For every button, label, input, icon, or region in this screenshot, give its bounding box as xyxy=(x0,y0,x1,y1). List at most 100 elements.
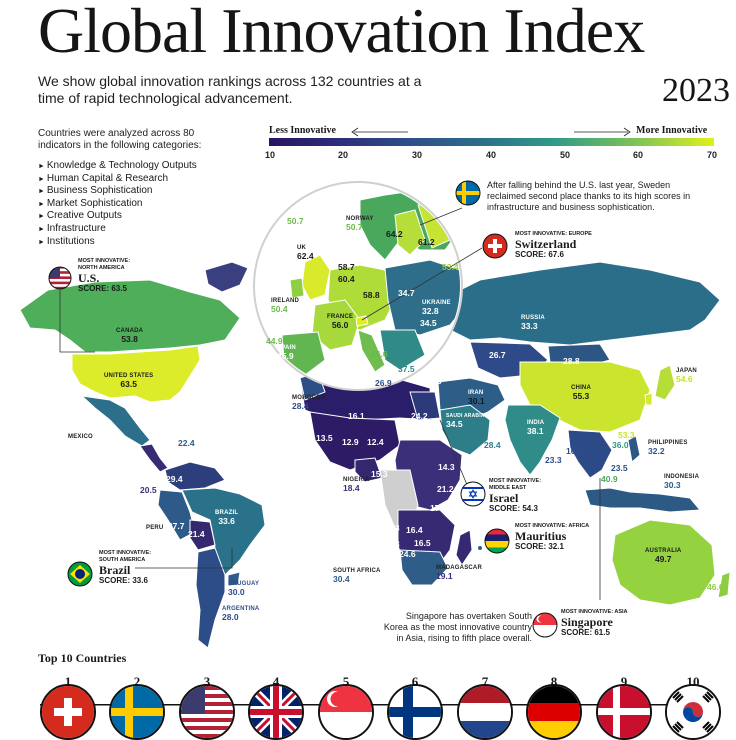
mauritius-flag-icon xyxy=(484,528,510,554)
map-label-morocco: MOROCCO 28.4 xyxy=(292,395,326,411)
map-score: 50.7 xyxy=(287,216,304,226)
map-score: 58.8 xyxy=(363,290,380,300)
map-score: 12.9 xyxy=(342,437,359,447)
map-label-nigeria: NIGERIA 18.4 xyxy=(343,477,370,493)
balkans-shape xyxy=(379,329,426,371)
usa-shape xyxy=(71,345,201,403)
map-label-uruguay: URUGUAY 30.0 xyxy=(228,581,260,597)
rank-number: 2 xyxy=(133,674,141,689)
singapore-flag-icon xyxy=(532,612,558,638)
rank-number: 9 xyxy=(620,674,628,689)
map-label-japan: JAPAN 54.6 xyxy=(676,368,697,384)
map-label-brazil: BRAZIL 33.6 xyxy=(215,510,239,526)
madagascar-shape xyxy=(455,529,473,566)
map-label-france: FRANCE 56.0 xyxy=(327,314,354,330)
map-score: 24.2 xyxy=(411,411,428,421)
map-score: 28.4 xyxy=(484,440,501,450)
sweden-note: After falling behind the U.S. last year,… xyxy=(487,180,691,212)
map-score: 16.5 xyxy=(414,538,431,548)
israel-callout: MOST INNOVATIVE: MIDDLE EAST Israel SCOR… xyxy=(489,478,542,513)
denmark-flag-icon xyxy=(596,684,652,740)
category-item: Institutions xyxy=(38,236,197,249)
rank-number: 8 xyxy=(550,674,558,689)
year-label: 2023 xyxy=(662,72,730,109)
singapore-callout: MOST INNOVATIVE: ASIA Singapore SCORE: 6… xyxy=(561,609,628,637)
uk-flag-icon xyxy=(248,684,304,740)
map-score: 40.9 xyxy=(601,474,618,484)
singapore-flag-icon xyxy=(318,684,374,740)
map-score: 46.6 xyxy=(707,582,724,592)
rank-number: 1 xyxy=(64,674,72,689)
south-america-north-shape xyxy=(164,461,226,491)
map-label-argentina: ARGENTINA 28.0 xyxy=(222,606,260,622)
sweden-flag-icon xyxy=(455,180,481,206)
map-score: 21.8 xyxy=(383,539,400,549)
map-label-iran: IRAN 30.1 xyxy=(468,390,485,406)
brazil-flag-icon xyxy=(67,561,93,587)
category-list: Knowledge & Technology Outputs Human Cap… xyxy=(38,160,197,248)
india-shape xyxy=(504,404,561,476)
brazil-leader-line xyxy=(135,548,233,569)
map-label-saudi-arabia: SAUDI ARABIA 34.5 xyxy=(446,413,485,429)
map-score: 37.5 xyxy=(398,364,415,374)
us-flag-icon xyxy=(179,684,235,740)
nigeria-shape xyxy=(354,457,383,483)
ireland-shape xyxy=(289,277,305,299)
map-score: 23.3 xyxy=(545,455,562,465)
map-score: 13.5 xyxy=(316,433,333,443)
scale-tick: 30 xyxy=(411,150,423,160)
central-america-shape xyxy=(139,443,169,473)
scale-tick: 10 xyxy=(264,150,276,160)
us-callout: MOST INNOVATIVE: NORTH AMERICA U.S. SCOR… xyxy=(78,258,131,293)
saudi-arabia-shape xyxy=(439,404,491,456)
rank-number: 3 xyxy=(203,674,211,689)
switzerland-flag-icon xyxy=(40,684,96,740)
color-scale-bar xyxy=(269,138,714,146)
sweden-shape xyxy=(394,209,426,256)
scale-tick: 50 xyxy=(559,150,571,160)
bolivia-shape xyxy=(189,519,216,551)
rank-number: 4 xyxy=(272,674,280,689)
map-label-usa: UNITED STATES 63.5 xyxy=(104,373,154,389)
map-score: 20.5 xyxy=(140,485,157,495)
map-score: 64.2 xyxy=(386,229,403,239)
rank-number: 5 xyxy=(342,674,350,689)
canada-shape xyxy=(19,279,241,353)
south-africa-shape xyxy=(399,549,449,586)
west-africa-shape xyxy=(309,411,401,471)
mauritius-dot xyxy=(478,546,482,550)
top10-title: Top 10 Countries xyxy=(38,651,127,665)
map-score: 53.3 xyxy=(618,430,635,440)
map-label-india: INDIA 38.1 xyxy=(527,420,545,436)
rank-number: 6 xyxy=(411,674,419,689)
sweden-leader-line xyxy=(419,207,463,226)
rank-number: 7 xyxy=(481,674,489,689)
indonesia-shape xyxy=(584,487,702,513)
japan-shape xyxy=(654,364,676,401)
map-score: 23.5 xyxy=(611,463,628,473)
map-score: 28.8 xyxy=(563,356,580,366)
map-score: 61.2 xyxy=(418,237,435,247)
switzerland-leader-line xyxy=(361,247,483,321)
map-score: 36.0 xyxy=(612,440,629,450)
russia-shape xyxy=(439,261,721,346)
left-arrow-icon xyxy=(351,127,408,137)
map-label-uk: UK 62.4 xyxy=(297,245,314,261)
category-item: Infrastructure xyxy=(38,223,197,236)
right-arrow-icon xyxy=(574,127,631,137)
map-label-russia: RUSSIA 33.3 xyxy=(521,315,545,331)
map-score: 24.6 xyxy=(399,549,416,559)
map-label-indonesia: INDONESIA 30.3 xyxy=(664,474,700,490)
italy-shape xyxy=(357,329,386,373)
sweden-flag-icon xyxy=(109,684,165,740)
israel-leader-line xyxy=(439,419,471,493)
greenland-shape xyxy=(204,261,249,293)
map-score: 12.4 xyxy=(367,437,384,447)
map-score: 58.7 xyxy=(338,262,355,272)
switzerland-callout: MOST INNOVATIVE: EUROPE Switzerland SCOR… xyxy=(515,231,592,259)
scale-tick: 70 xyxy=(706,150,718,160)
map-score: 14.3 xyxy=(438,462,455,472)
map-label-madagascar: MADAGASCAR 19.1 xyxy=(436,565,482,581)
map-score: 16.1 xyxy=(348,411,365,421)
